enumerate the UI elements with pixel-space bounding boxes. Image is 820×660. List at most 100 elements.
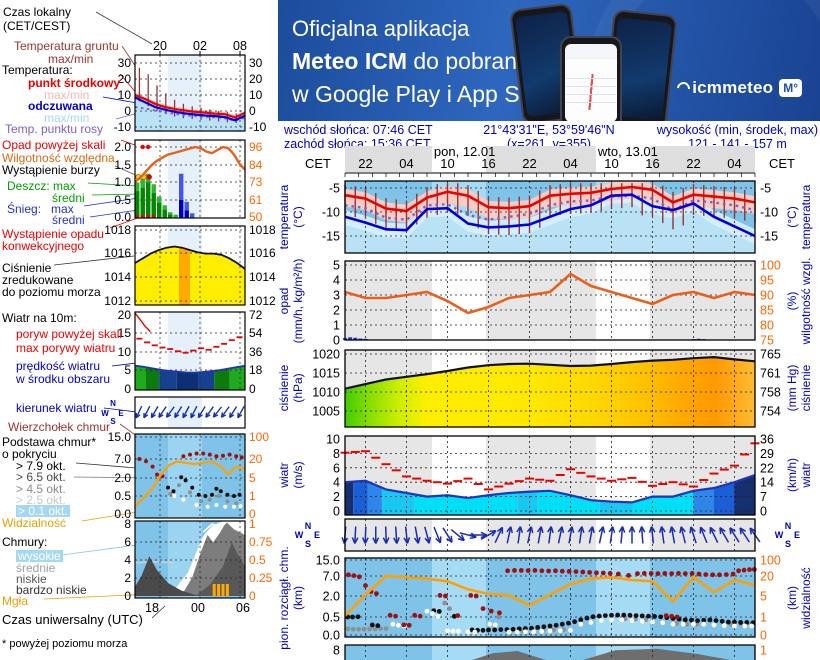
legend-label-0: Czas lokalny [3, 5, 72, 19]
axis-name-right: widzialność [799, 567, 813, 629]
legend-label-20: zredukowane [2, 273, 74, 287]
panel-cloud-cover [344, 644, 756, 660]
time-tick: 22 [358, 156, 372, 171]
axis-tick: 29 [760, 447, 774, 461]
compass-icon: W [101, 409, 109, 418]
app-banner[interactable]: Oficjalna aplikacja Meteo ICM do pobrani… [278, 0, 820, 121]
legend-label-33: > 4.5 okt. [16, 482, 66, 496]
legend-label-32: > 6.5 okt. [16, 470, 66, 484]
mini-axis-tick: 1 [249, 517, 256, 531]
legend-label-28: Wierzchołek chmur [8, 420, 111, 434]
legend-label-31: > 7.9 okt. [16, 459, 66, 473]
axis-unit-left: (mm/h, kg/m²/h) [291, 259, 305, 344]
time-tick: 16 [645, 156, 659, 171]
panel-pressure [344, 349, 756, 428]
mini-axis-tick: 4 [124, 553, 131, 567]
axis-tick: -10 [322, 206, 340, 220]
legend-label-24: max porywy wiatru [16, 341, 116, 355]
mini-time-tick: 20 [153, 39, 167, 53]
mini-utc-tick: 18 [145, 601, 159, 615]
mini-axis-tick: 50 [249, 210, 263, 224]
axis-tick: 3 [333, 289, 340, 303]
axis-unit-right: (km/h) [785, 458, 799, 492]
axis-name-left: temperatura [278, 184, 291, 249]
mini-axis-tick: 1.0 [114, 175, 131, 189]
phone-mockup-front [560, 36, 622, 121]
mini-axis-tick: 18 [249, 363, 263, 377]
legend-label-7: odczuwana [28, 99, 93, 113]
mini-axis-tick: 0 [249, 589, 256, 603]
axis-tick: 5 [760, 590, 767, 604]
mini-clouds [134, 433, 246, 519]
axis-tick: 14 [760, 476, 774, 490]
mini-axis-tick: 36 [249, 345, 263, 359]
legend-label-6: max/min [44, 88, 90, 102]
axis-tick: 0.5 [323, 611, 340, 625]
axis-tick: 36 [760, 433, 774, 447]
mini-axis-tick: 0.5 [114, 193, 131, 207]
axis-tick: 754 [760, 405, 781, 419]
axis-tick: 0.0 [323, 629, 340, 643]
panel-clouds-visibility [344, 557, 757, 638]
mini-cloud-cover [134, 519, 246, 599]
geo-coordinates: 21°43'31"E, 53°59'46"N [483, 123, 615, 137]
axis-unit-right: (°C) [785, 206, 799, 227]
axis-tick: 4 [333, 274, 340, 288]
mini-axis-tick: 1012 [249, 294, 276, 308]
mini-axis-tick: 84 [249, 158, 263, 172]
axis-tick: 1 [760, 644, 767, 658]
legend-label-12: Wystąpienie burzy [2, 163, 100, 177]
mini-wind-direction [134, 396, 246, 429]
compass-icon: W [775, 530, 784, 540]
axis-tick: 8 [333, 447, 340, 461]
panel-precipitation-humidity [343, 260, 756, 341]
banner-line1: Oficjalna aplikacja [292, 16, 470, 41]
axis-tick: 2 [333, 304, 340, 318]
mini-axis-tick: 1018 [249, 223, 276, 237]
mini-axis-tick: 72 [249, 308, 263, 322]
mini-axis-tick: 1.5 [114, 158, 131, 172]
axis-tick: 90 [760, 289, 774, 303]
mini-axis-tick: 20 [249, 72, 263, 86]
mini-axis-tick: 73 [249, 175, 263, 189]
mini-precipitation [134, 139, 246, 219]
axis-tick: 100 [760, 554, 781, 568]
mini-axis-tick: 100 [249, 430, 269, 444]
panel-temperature [344, 180, 756, 254]
legend-label-5: punkt środkowy [28, 76, 121, 90]
compass-icon: W [295, 530, 304, 540]
legend-label-14: średni [52, 191, 85, 205]
axis-tick: 2 [333, 490, 340, 504]
mini-axis-tick: 0.5 [114, 489, 131, 503]
altitude-label: wysokość (min, środek, max) [656, 123, 818, 137]
axis-unit-right: (km) [785, 586, 799, 610]
mini-axis-tick: 8 [124, 517, 131, 531]
axis-name-left: ciśnienie [278, 364, 291, 411]
axis-name-right: wiatr [799, 462, 813, 488]
axis-tick: 7 [760, 490, 767, 504]
axis-tick: 15.0 [316, 554, 340, 568]
axis-tick: 100 [760, 259, 781, 273]
mini-axis-tick: 1016 [249, 246, 276, 260]
mini-axis-tick: 54 [249, 326, 263, 340]
legend-label-35: > 0.1 okt. [16, 504, 70, 518]
axis-name-left: pion. rozciągł. chm. [278, 546, 291, 649]
mini-axis-tick: 2 [124, 571, 131, 585]
mini-axis-tick: 1012 [104, 294, 131, 308]
mini-axis-tick: -10 [249, 120, 267, 134]
mini-axis-tick: 0 [124, 382, 131, 396]
legend-label-42: Mgła [2, 594, 29, 608]
compass-icon: S [785, 539, 791, 549]
mini-axis-tick: 7.0 [114, 452, 131, 466]
mini-axis-tick: 5 [249, 471, 256, 485]
day-label: wto, 13.01 [597, 144, 658, 159]
legend-label-13: Deszcz: max [7, 179, 76, 193]
axis-tick: 7.0 [323, 570, 340, 584]
mini-axis-tick: 1014 [104, 270, 131, 284]
axis-tick: 1 [760, 611, 767, 625]
mini-axis-tick: 10 [118, 345, 132, 359]
axis-name-left: opad [278, 288, 291, 315]
banner-line3: w Google Play i App Store [292, 81, 560, 107]
